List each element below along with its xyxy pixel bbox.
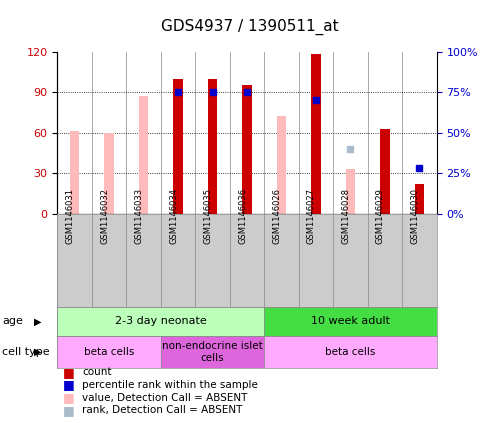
Bar <box>57 307 264 336</box>
Text: GSM1146033: GSM1146033 <box>135 188 144 244</box>
Text: GSM1146030: GSM1146030 <box>410 188 419 244</box>
Text: rank, Detection Call = ABSENT: rank, Detection Call = ABSENT <box>82 405 243 415</box>
Bar <box>173 79 183 214</box>
Bar <box>276 116 286 214</box>
Bar <box>242 85 252 214</box>
Text: GSM1146029: GSM1146029 <box>376 189 385 244</box>
Bar <box>415 184 424 214</box>
Text: age: age <box>2 316 23 327</box>
Text: cell type: cell type <box>2 347 50 357</box>
Text: GSM1146027: GSM1146027 <box>307 188 316 244</box>
Text: beta cells: beta cells <box>84 347 134 357</box>
Text: 10 week adult: 10 week adult <box>311 316 390 327</box>
Text: percentile rank within the sample: percentile rank within the sample <box>82 380 258 390</box>
Text: GSM1146034: GSM1146034 <box>169 188 178 244</box>
Bar <box>311 54 321 214</box>
Bar <box>264 307 437 336</box>
Text: ▶: ▶ <box>34 347 41 357</box>
Text: count: count <box>82 367 112 377</box>
Text: GSM1146031: GSM1146031 <box>66 188 75 244</box>
Bar <box>57 336 161 368</box>
Bar <box>208 79 218 214</box>
Bar <box>264 336 437 368</box>
Text: GSM1146035: GSM1146035 <box>204 188 213 244</box>
Text: ■: ■ <box>62 379 74 391</box>
Bar <box>104 133 114 214</box>
Text: ▶: ▶ <box>34 316 41 327</box>
Text: GSM1146026: GSM1146026 <box>272 188 281 244</box>
Text: GSM1146036: GSM1146036 <box>238 188 247 244</box>
Text: non-endocrine islet
cells: non-endocrine islet cells <box>162 341 263 363</box>
Bar <box>161 336 264 368</box>
Bar <box>139 96 148 214</box>
Text: value, Detection Call = ABSENT: value, Detection Call = ABSENT <box>82 393 248 403</box>
Text: GDS4937 / 1390511_at: GDS4937 / 1390511_at <box>161 19 338 35</box>
Text: 2-3 day neonate: 2-3 day neonate <box>115 316 207 327</box>
Text: GSM1146028: GSM1146028 <box>341 188 350 244</box>
Text: ■: ■ <box>62 391 74 404</box>
Text: beta cells: beta cells <box>325 347 376 357</box>
Text: GSM1146032: GSM1146032 <box>100 188 109 244</box>
Bar <box>346 169 355 214</box>
Text: ■: ■ <box>62 404 74 417</box>
Bar <box>70 131 79 214</box>
Text: ■: ■ <box>62 366 74 379</box>
Bar <box>380 129 390 214</box>
